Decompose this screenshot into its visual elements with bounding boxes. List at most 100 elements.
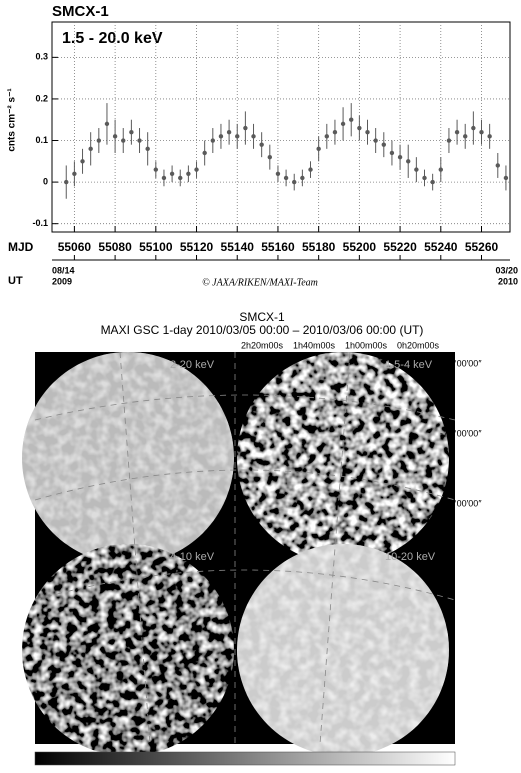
x-tick-label: 55220	[383, 240, 417, 254]
data-point	[186, 171, 191, 176]
y-axis-label: cnts cm⁻² s⁻¹	[7, 88, 18, 152]
data-point	[145, 146, 150, 152]
data-point	[381, 142, 386, 147]
y-tick-label: -0.1	[32, 218, 48, 228]
data-point	[283, 175, 289, 181]
data-point	[463, 134, 468, 139]
data-point	[226, 129, 232, 135]
data-point	[259, 142, 264, 147]
data-point	[324, 134, 329, 139]
x-tick-label: 55260	[465, 240, 499, 254]
plot-area	[51, 21, 511, 233]
data-point	[430, 179, 435, 185]
credit: © JAXA/RIKEN/MAXI-Team	[202, 277, 318, 288]
y-tick-label: 0.3	[35, 52, 48, 62]
data-point	[414, 167, 419, 172]
data-point	[438, 167, 443, 172]
data-point	[178, 175, 183, 181]
x2-axis-label: UT	[8, 275, 23, 287]
dec-label: -65°00′00″	[440, 358, 482, 368]
data-point	[300, 175, 305, 181]
data-point	[446, 138, 452, 143]
x-tick-label: 55120	[180, 240, 214, 254]
sky-image	[237, 544, 449, 756]
data-point	[332, 129, 338, 135]
data-point	[112, 134, 118, 139]
data-point	[80, 159, 85, 164]
data-point	[251, 134, 256, 139]
data-point	[210, 138, 216, 143]
band-label: 4-10 keV	[170, 551, 215, 563]
data-point	[357, 125, 362, 131]
data-point	[104, 121, 110, 127]
ra-label: 0h20m00s	[397, 340, 440, 350]
ut-label: 08/14	[52, 265, 75, 275]
data-point	[308, 167, 313, 172]
coordinate-grid	[34, 351, 456, 745]
x-tick-label: 55180	[302, 240, 336, 254]
data-point	[267, 154, 273, 160]
data-point	[121, 138, 126, 143]
ut-label: 2010	[498, 276, 518, 286]
x-tick-label: 55080	[98, 240, 132, 254]
band-label: 2-20 keV	[170, 359, 215, 371]
data-point	[373, 138, 378, 143]
data-point	[243, 125, 248, 131]
energy-label: 1.5 - 20.0 keV	[62, 30, 163, 47]
data-point	[161, 175, 167, 181]
data-point	[235, 134, 240, 139]
sky-image	[237, 352, 449, 564]
chart-title: SMCX-1	[52, 3, 109, 20]
ra-label: 2h20m00s	[241, 340, 284, 350]
data-point	[218, 134, 224, 139]
x-axis-label: MJD	[8, 240, 34, 254]
data-point	[495, 163, 500, 168]
x-tick-label: 55160	[261, 240, 295, 254]
data-point	[316, 146, 321, 152]
data-point	[389, 150, 395, 156]
x-tick-label: 55240	[424, 240, 458, 254]
data-point	[202, 150, 207, 156]
sky-image	[22, 352, 234, 564]
dec-label: -75°00′00″	[440, 498, 482, 508]
data-point	[349, 117, 354, 122]
data-point	[422, 175, 427, 181]
ra-label: 1h40m00s	[293, 340, 336, 350]
data-point	[454, 129, 460, 135]
data-point	[88, 146, 93, 152]
y-tick-label: 0	[43, 176, 48, 186]
y-tick-label: 0.1	[35, 135, 48, 145]
band-label: 1.5-4 keV	[385, 359, 433, 371]
ut-label: 2009	[52, 276, 72, 286]
x-tick-label: 55060	[58, 240, 92, 254]
color-bar	[34, 751, 456, 766]
data-point	[64, 179, 69, 185]
dec-label: -70°00′00″	[440, 428, 482, 438]
data-point	[487, 134, 492, 139]
data-point	[292, 179, 297, 185]
data-point	[406, 159, 411, 164]
data-point	[479, 129, 484, 135]
map-subtitle: MAXI GSC 1-day 2010/03/05 00:00 – 2010/0…	[101, 323, 424, 337]
y-tick-label: 0.2	[35, 93, 48, 103]
band-label: 10-20 keV	[385, 551, 436, 563]
ut-label: 03/20	[495, 265, 518, 275]
data-point	[471, 125, 476, 131]
data-point	[340, 121, 346, 127]
data-point	[194, 167, 199, 172]
x-tick-label: 55140	[221, 240, 255, 254]
data-point	[153, 167, 159, 172]
ra-label: 1h00m00s	[345, 340, 388, 350]
sky-image	[22, 544, 234, 756]
data-point	[169, 171, 175, 176]
data-point	[397, 154, 403, 160]
data-point	[96, 138, 102, 143]
data-point	[129, 129, 134, 135]
data-point	[503, 175, 509, 181]
map-title: SMCX-1	[239, 310, 285, 324]
data-point	[275, 171, 281, 176]
x-tick-label: 55200	[343, 240, 377, 254]
data-point	[137, 138, 142, 143]
data-point	[365, 129, 370, 135]
